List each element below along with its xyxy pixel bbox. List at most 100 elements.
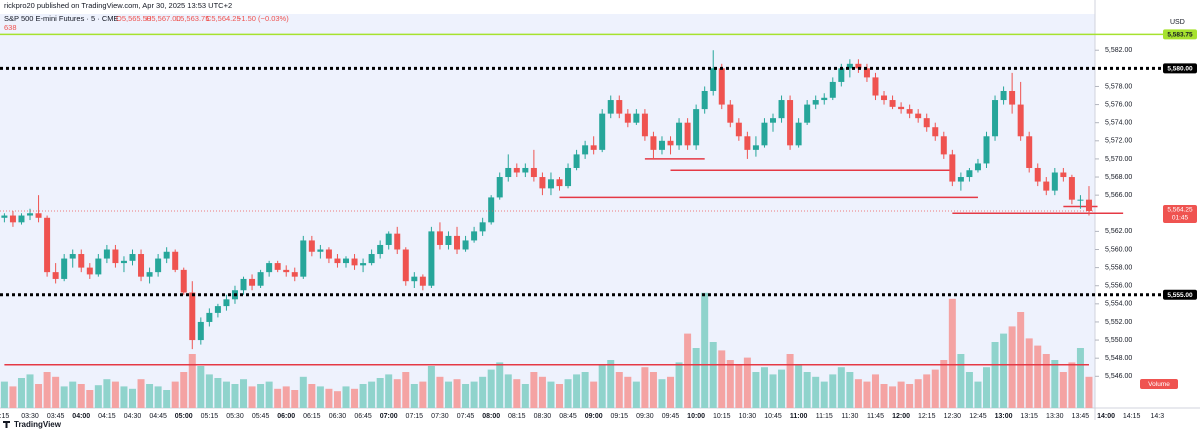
volume-bar <box>675 362 683 408</box>
y-tick-label: 5,568.00 <box>1105 174 1132 181</box>
candle-body <box>172 251 179 270</box>
volume-bar <box>385 374 393 408</box>
candle-body <box>881 95 888 101</box>
volume-bar <box>871 374 879 408</box>
y-tick-label: 5,574.00 <box>1105 120 1132 127</box>
candle-body <box>343 258 349 264</box>
candle-body <box>35 213 42 218</box>
legend: S&P 500 E-mini Futures · 5 · CME O5,565.… <box>4 14 289 32</box>
volume-bar <box>94 385 102 408</box>
x-tick-label: 14:00 <box>1097 413 1115 420</box>
volume-bar <box>0 381 8 408</box>
y-tick-label: 5,558.00 <box>1105 264 1132 271</box>
volume-bar <box>487 369 495 408</box>
price-line-box <box>1163 29 1197 40</box>
plot <box>0 50 1124 408</box>
volume-bar <box>760 367 768 408</box>
x-tick-label: 12:15 <box>918 413 936 420</box>
volume-bar <box>923 374 931 408</box>
volume-bar <box>299 376 307 408</box>
candle-body <box>923 118 930 128</box>
volume-bar <box>77 384 85 408</box>
volume-bar <box>1059 372 1067 408</box>
volume-bar <box>624 376 632 408</box>
volume-bar <box>991 342 999 408</box>
candle-body <box>454 235 461 250</box>
x-tick-label: 13:30 <box>1046 413 1064 420</box>
candle-body <box>436 231 443 245</box>
candle-body <box>146 272 153 277</box>
price-line-box <box>1163 63 1197 74</box>
x-tick-label: 11:00 <box>790 413 808 420</box>
candle-body <box>616 100 623 114</box>
candle-body <box>522 167 529 173</box>
volume-bar <box>205 374 213 408</box>
candle-body <box>641 113 648 137</box>
candle-body <box>360 263 367 266</box>
candle-body <box>607 100 614 114</box>
candle-body <box>547 179 554 189</box>
x-tick-label: 05:45 <box>252 413 270 420</box>
volume-bar <box>316 386 324 408</box>
candle-body <box>214 306 221 313</box>
volume-bar <box>547 381 555 408</box>
volume-bar <box>658 379 666 408</box>
candle-body <box>1026 136 1033 168</box>
candle-body <box>1 215 8 218</box>
candle-body <box>496 177 503 198</box>
candle-body <box>351 258 358 266</box>
candle-body <box>787 100 794 146</box>
candle-body <box>624 113 631 123</box>
currency: USD <box>1170 19 1185 26</box>
volume-bar <box>803 372 811 408</box>
candle-body <box>334 258 341 264</box>
current-price-label: 5,564.25 <box>1167 207 1193 214</box>
volume-bar <box>718 350 726 408</box>
x-tick-label: 09:00 <box>585 413 603 420</box>
candle-body <box>445 235 452 245</box>
candle-body <box>829 81 836 98</box>
x-tick-label: 10:45 <box>764 413 782 420</box>
candle-body <box>710 68 717 91</box>
countdown: 01:45 <box>1172 215 1189 222</box>
volume-bar <box>43 372 51 408</box>
symbol: S&P 500 E-mini Futures · 5 · CME <box>4 14 118 23</box>
volume-bar <box>504 374 512 408</box>
volume-bar <box>393 379 401 408</box>
y-tick-label: 5,578.00 <box>1105 83 1132 90</box>
ohlc-high: H5,567.00 <box>146 14 181 23</box>
price-line-label: 5,580.00 <box>1167 66 1193 73</box>
candle-body <box>325 249 332 259</box>
candle-body <box>966 170 973 178</box>
volume-bar <box>333 391 341 408</box>
y-tick-label: 5,554.00 <box>1105 301 1132 308</box>
price-line-label: 5,555.00 <box>1167 292 1193 299</box>
logo <box>3 421 10 428</box>
candle-body <box>394 233 401 250</box>
x-tick-label: 05:00 <box>175 413 193 420</box>
candle-body <box>103 249 110 259</box>
candle-body <box>479 222 486 232</box>
x-tick-label: 08:30 <box>534 413 552 420</box>
volume-bar <box>743 357 751 408</box>
candle-body <box>462 240 469 250</box>
volume-last: 638 <box>4 23 17 32</box>
candle-body <box>1017 104 1024 137</box>
candle-body <box>180 269 187 293</box>
x-tick-label: 11:15 <box>816 413 833 420</box>
footer: TradingView <box>14 420 62 429</box>
candle-body <box>855 63 862 69</box>
candle-body <box>556 179 563 187</box>
candle-body <box>240 278 247 291</box>
volume-bar <box>1051 360 1059 408</box>
candle-body <box>308 240 315 252</box>
volume-bar <box>880 384 888 408</box>
candle-body <box>932 127 939 137</box>
candle-body <box>590 145 597 150</box>
candle-body <box>95 258 102 275</box>
volume-bar <box>1085 376 1093 408</box>
candle-body <box>940 136 947 155</box>
ohlc-close: C5,564.25 <box>206 14 241 23</box>
candle-body <box>650 136 657 150</box>
volume-bar <box>598 364 606 408</box>
